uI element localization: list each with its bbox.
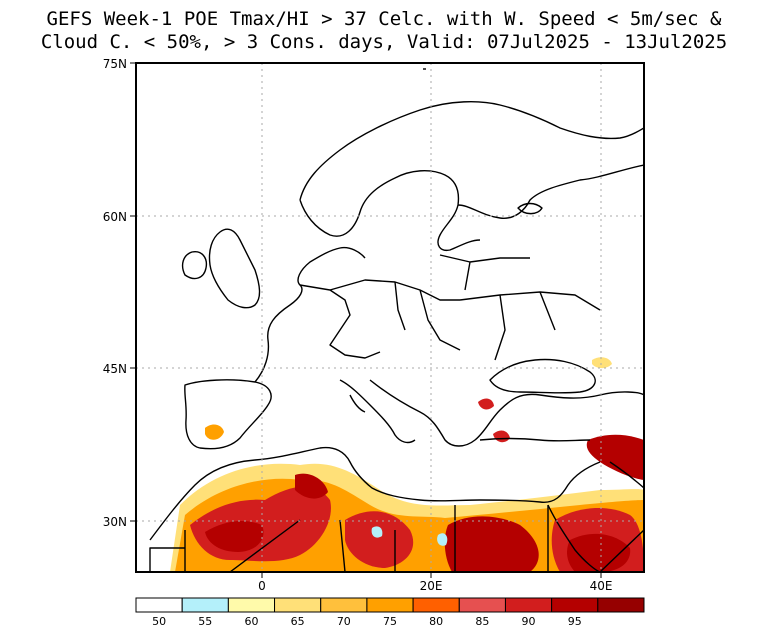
probability-shading — [170, 357, 644, 572]
colorbar-swatch — [504, 597, 553, 613]
coast-balkans — [369, 379, 644, 447]
colorbar-label: 55 — [198, 615, 212, 628]
colorbar-label: 80 — [429, 615, 443, 628]
colorbar-swatch — [227, 597, 276, 613]
colorbar-swatch — [181, 597, 229, 613]
shade-cyan-egypt — [437, 533, 448, 546]
map-content — [136, 63, 644, 572]
coast-ireland — [181, 251, 208, 280]
coast-blacksea — [489, 358, 596, 394]
lat-label-75n: 75N — [103, 57, 127, 71]
colorbar-swatch — [551, 597, 599, 613]
coast-britain — [208, 228, 261, 309]
map-title-line-1: GEFS Week-1 POE Tmax/HI > 37 Celc. with … — [46, 8, 722, 30]
coast-iberia — [184, 379, 272, 450]
shade-darkred-arabia — [567, 533, 631, 572]
lon-label-40e: 40E — [590, 579, 613, 593]
colorbar-swatch — [458, 597, 506, 613]
map-frame — [135, 62, 645, 573]
colorbar-label: 50 — [152, 615, 166, 628]
shade-yellow-caspian — [592, 357, 612, 369]
colorbar-swatch — [274, 597, 322, 613]
lat-label-45n: 45N — [103, 362, 127, 376]
colorbar: 50 55 60 65 70 75 80 85 90 95 — [135, 597, 645, 628]
coast-red-sea — [547, 504, 601, 572]
colorbar-label: 70 — [337, 615, 351, 628]
shade-darkred-egypt — [444, 516, 539, 572]
borders-europe — [299, 254, 601, 361]
colorbar-label: 65 — [291, 615, 305, 628]
shade-red-turkey-west — [478, 398, 494, 410]
coast-north-africa — [149, 446, 601, 541]
colorbar-label: 75 — [383, 615, 397, 628]
colorbar-swatch — [320, 597, 368, 613]
shade-red-libya — [345, 511, 414, 568]
colorbar-swatch — [412, 597, 460, 613]
shade-darkred-atlas — [295, 473, 328, 499]
colorbar-swatch — [366, 597, 414, 613]
shade-orange-spain — [205, 424, 224, 440]
shade-cyan-libya — [371, 526, 383, 538]
coastlines — [149, 68, 644, 572]
colorbar-label: 95 — [568, 615, 582, 628]
lat-label-30n: 30N — [103, 515, 127, 529]
map-title-line-2: Cloud C. < 50%, > 3 Cons. days, Valid: 0… — [40, 31, 728, 53]
coast-arabia-gulf — [609, 461, 644, 489]
graticule — [136, 63, 644, 572]
shade-darkred-west — [205, 520, 264, 552]
lake-ladoga — [517, 202, 543, 215]
coast-anatolia-south — [479, 437, 591, 442]
shade-red-iraq — [586, 434, 644, 480]
lon-label-0: 0 — [258, 579, 266, 593]
border-africa-west — [149, 505, 644, 572]
coast-scandinavia — [299, 101, 644, 252]
lon-label-20e: 20E — [420, 579, 443, 593]
coast-baltic-east — [457, 164, 644, 219]
colorbar-swatch — [597, 597, 645, 613]
coast-italy — [339, 379, 416, 444]
axis-ticks — [130, 62, 602, 578]
colorbar-label: 90 — [522, 615, 536, 628]
colorbar-label: 60 — [244, 615, 258, 628]
lat-label-60n: 60N — [103, 210, 127, 224]
colorbar-label: 85 — [475, 615, 489, 628]
colorbar-swatch — [135, 597, 183, 613]
